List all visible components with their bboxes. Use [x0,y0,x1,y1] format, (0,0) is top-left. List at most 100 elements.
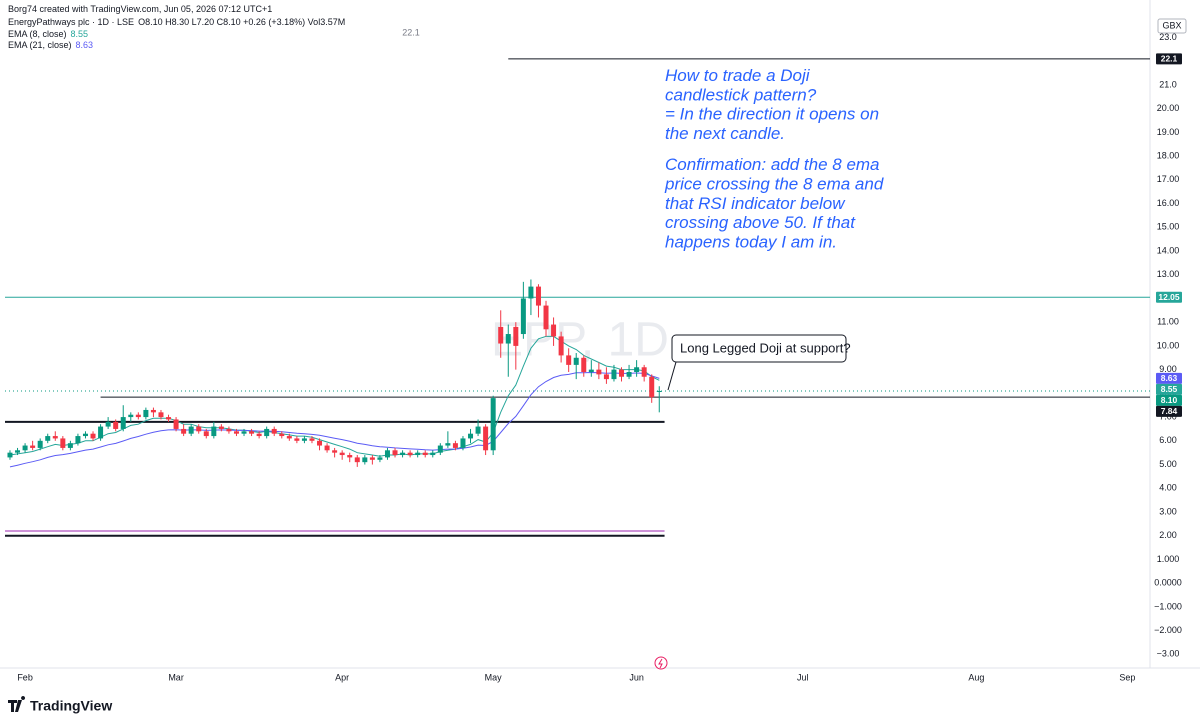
candle-body [22,445,28,451]
candle-body [203,431,209,437]
candle-body [211,426,217,437]
candle-body [294,438,300,441]
y-tick-label: 21.0 [1159,79,1177,89]
candle-body [362,457,368,463]
candle-body [286,436,292,439]
ema-legend: EMA (8, close) 8.55 EMA (21, close) 8.63 [8,29,97,51]
y-tick-label: 0.0000 [1154,578,1182,588]
candle-body [241,431,247,434]
logo-icon [8,696,26,712]
plot-area [5,58,1150,537]
candle-body [407,452,413,456]
y-tick-label: 13.00 [1157,269,1180,279]
annotation-line: price crossing the 8 ema and [664,175,884,194]
candle-body [317,440,323,446]
candle-body [309,438,315,441]
y-tick-label: 19.00 [1157,127,1180,137]
event-icon[interactable] [654,656,668,670]
candle-body [128,414,134,418]
candle-body [105,421,111,427]
candle-body [150,409,156,413]
y-tick-label: 3.00 [1159,506,1177,516]
price-badge-label: 8.63 [1161,373,1178,383]
candle-body [649,376,655,398]
candle-body [581,357,587,373]
price-badge-label: 8.55 [1161,384,1178,394]
legend-name: EMA (8, close) [8,29,67,39]
annotation-line: crossing above 50. If that [665,213,856,232]
candle-body [384,450,390,458]
candle-body [196,426,202,432]
candle-body [505,334,511,344]
candle-body [452,443,458,448]
candle-body [143,409,149,418]
price-badge-label: 12.05 [1158,292,1180,302]
axes: 23.022.021.020.0019.0018.0017.0016.0015.… [17,32,1182,682]
candle-body [347,455,353,458]
candle-body [279,433,285,437]
candle-body [37,440,43,448]
candle-body [422,452,428,456]
y-tick-label: 4.00 [1159,483,1177,493]
candle-body [445,443,451,446]
candle-body [513,326,519,346]
y-tick-label: 6.00 [1159,435,1177,445]
candle-body [369,457,375,460]
candle-body [173,419,179,429]
event-icon-bolt [658,658,663,669]
price-badge [1156,394,1182,406]
candle-body [551,324,557,337]
candle-body [233,431,239,434]
x-tick-label: Feb [17,672,33,682]
candle-body [324,445,330,451]
candle-body [619,369,625,377]
currency: GBX [1162,20,1181,30]
candle-body [181,428,187,434]
annotation-line: = In the direction it opens on [665,105,879,124]
y-tick-label: 14.00 [1157,245,1180,255]
candle-body [415,452,421,456]
ohlc-legend: O8.10 H8.30 L7.20 C8.10 +0.26 (+3.18%) V… [138,17,346,27]
symbol-title: EnergyPathways plc · 1D · LSE [8,17,135,27]
legend-entry: EMA (8, close) 8.55 [8,29,97,40]
y-tick-label: 1.000 [1157,554,1180,564]
candle-body [437,445,443,453]
candle-body [634,367,640,373]
annotation-line: How to trade a Doji [665,66,811,85]
candle-body [113,421,119,429]
y-tick-label: 18.00 [1157,150,1180,160]
x-tick-label: Jul [797,672,809,682]
line-label: 22.1 [402,27,420,37]
candle-body [475,426,481,434]
candle-body [596,369,602,375]
candle-body [158,412,164,418]
candle-body [218,426,224,429]
candle-body [626,372,632,377]
price-badge [1156,372,1182,384]
candle-body [603,374,609,380]
candle-body [264,428,270,437]
creator-line: Borg74 created with TradingView.com, Jun… [8,4,273,14]
candle-body [90,433,96,439]
y-tick-label: −2.000 [1154,625,1182,635]
candle-body [135,414,141,418]
watermark: EPP, 1D [491,314,669,367]
candle-body [332,450,338,453]
candle-body [249,431,255,434]
price-badge [1156,383,1182,395]
candle-body [60,438,66,448]
ema-line [9,371,660,468]
candle-body [45,436,51,441]
candle-body [354,457,360,463]
y-tick-label: 17.00 [1157,174,1180,184]
callout-pointer [667,361,677,391]
y-tick-label: 5.00 [1159,459,1177,469]
y-tick-label: 2.00 [1159,530,1177,540]
y-tick-label: 10.00 [1157,340,1180,350]
y-tick-label: 15.00 [1157,222,1180,232]
price-badge-label: 8.10 [1161,395,1178,405]
legend-entry: EMA (21, close) 8.63 [8,40,97,51]
